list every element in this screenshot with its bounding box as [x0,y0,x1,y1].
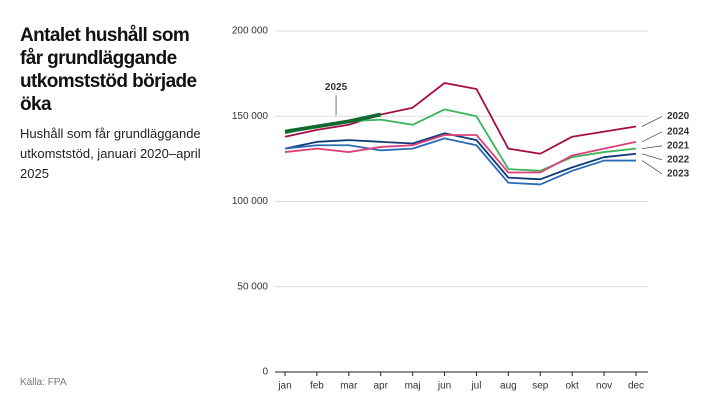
x-tick-label: maj [405,381,421,392]
x-tick-label: jul [470,381,481,392]
label-connector [641,160,663,175]
y-tick-label: 150 000 [232,111,269,122]
series-label: 2020 [667,111,690,122]
label-connector [641,153,663,161]
x-tick-label: sep [532,381,549,392]
x-tick-label: jun [437,381,451,392]
line [284,112,382,134]
y-tick-label: 100 000 [232,196,269,207]
label-connector [641,116,663,127]
chart-title: Antalet hushåll som får grundläggande ut… [20,25,197,115]
series-label: 2022 [667,154,690,165]
x-tick-label: apr [374,381,389,392]
x-tick-label: feb [310,381,324,392]
x-tick-label: mar [340,381,358,392]
x-tick-label: nov [596,381,612,392]
series-label: 2025 [325,82,348,93]
source: Källa: FPA [20,377,67,388]
x-tick-label: dec [628,381,644,392]
y-tick-label: 200 000 [232,26,269,37]
y-tick-label: 0 [262,367,268,378]
x-tick-label: aug [500,381,517,392]
line [284,132,637,181]
line [284,82,637,155]
label-connector [641,145,663,150]
y-tick-label: 50 000 [237,281,268,292]
series-label: 2024 [667,126,690,137]
x-tick-label: jan [277,381,291,392]
series-label: 2021 [667,140,690,151]
x-tick-label: okt [566,381,580,392]
line [284,134,637,174]
chart-subtitle: Hushåll som får grundläggande utkomststö… [20,126,201,181]
label-connector [641,131,663,143]
line [284,137,636,186]
series-label: 2023 [667,168,690,179]
